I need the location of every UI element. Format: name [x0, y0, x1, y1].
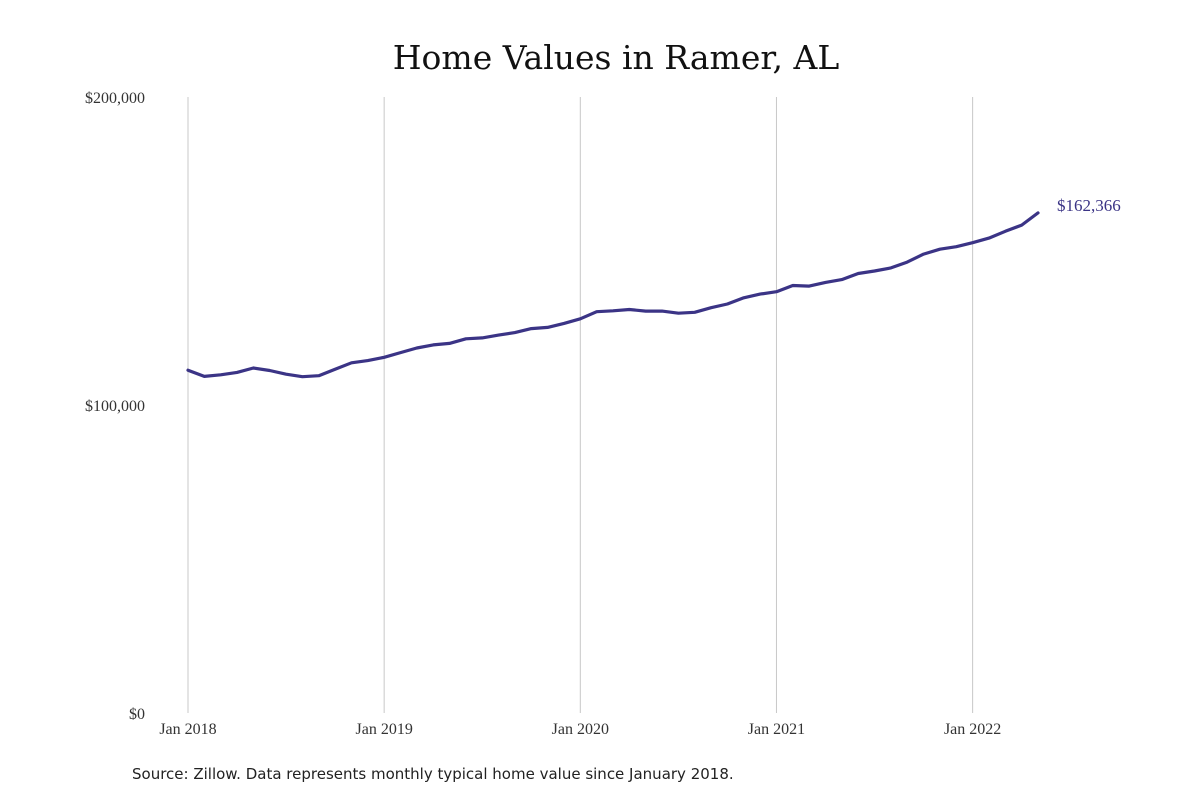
x-tick-label: Jan 2020	[552, 721, 609, 738]
y-tick-label: $200,000	[85, 90, 145, 107]
x-tick-label: Jan 2019	[355, 721, 412, 738]
grid-layer	[187, 97, 974, 713]
y-axis-ticks: $0 $100,000 $200,000	[85, 90, 145, 723]
x-tick-label: Jan 2021	[748, 721, 805, 738]
series-layer	[186, 211, 1040, 379]
end-value-label: $162,366	[1057, 196, 1121, 215]
x-tick-label: Jan 2022	[944, 721, 1001, 738]
chart-title: Home Values in Ramer, AL	[393, 38, 840, 77]
line-chart: Home Values in Ramer, AL $0 $100,000 $200,…	[85, 38, 1121, 738]
source-note: Source: Zillow. Data represents monthly …	[132, 765, 734, 783]
x-axis-ticks: Jan 2018 Jan 2019 Jan 2020 Jan 2021 Jan 2022	[159, 721, 1001, 738]
y-tick-label: $0	[129, 706, 145, 723]
y-tick-label: $100,000	[85, 398, 145, 415]
series-line	[186, 211, 1040, 379]
x-tick-label: Jan 2018	[159, 721, 216, 738]
